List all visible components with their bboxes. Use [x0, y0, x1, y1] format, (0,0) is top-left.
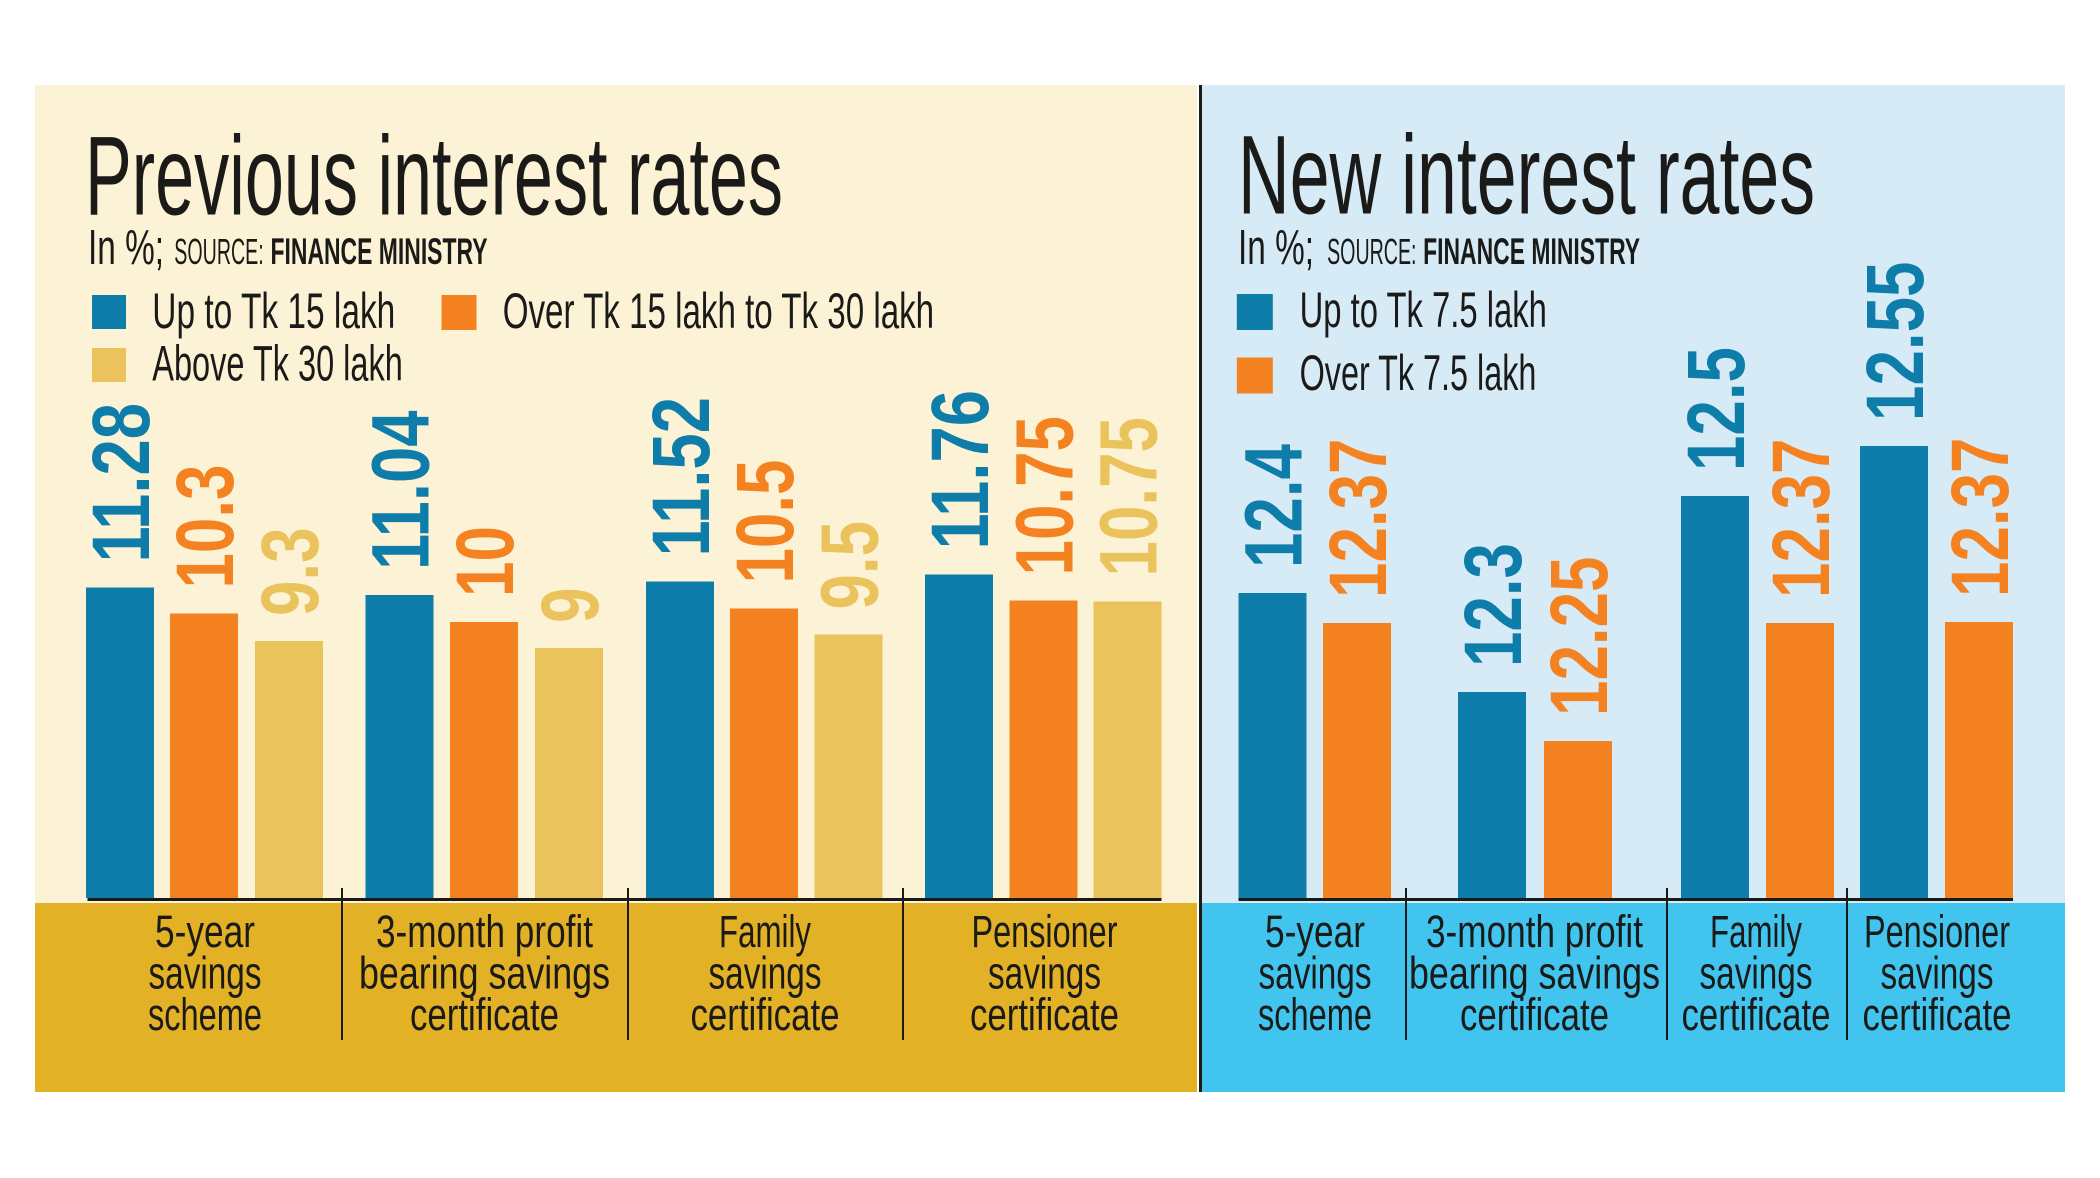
svg-text:certificate: certificate [1460, 989, 1609, 1040]
svg-text:Family: Family [1710, 906, 1802, 957]
svg-text:12.4: 12.4 [1229, 444, 1320, 568]
svg-text:scheme: scheme [1258, 989, 1372, 1040]
svg-text:Up to Tk 15 lakh: Up to Tk 15 lakh [152, 283, 395, 339]
svg-text:scheme: scheme [148, 989, 262, 1040]
svg-text:Previous interest rates: Previous interest rates [85, 114, 783, 239]
svg-text:9.5: 9.5 [805, 521, 896, 610]
svg-text:10: 10 [440, 526, 531, 597]
svg-text:certificate: certificate [410, 989, 559, 1040]
svg-text:10.3: 10.3 [160, 465, 251, 589]
svg-text:11.04: 11.04 [356, 410, 447, 570]
svg-text:9.3: 9.3 [245, 528, 336, 617]
svg-text:savings: savings [149, 948, 262, 999]
svg-text:12.37: 12.37 [1313, 439, 1404, 599]
svg-text:Family: Family [719, 906, 811, 957]
svg-text:10.5: 10.5 [720, 460, 811, 584]
svg-text:savings: savings [1259, 948, 1372, 999]
svg-text:SOURCE:: SOURCE: [174, 231, 263, 272]
svg-text:certificate: certificate [1682, 989, 1831, 1040]
svg-text:9: 9 [525, 588, 616, 624]
svg-text:Above Tk 30 lakh: Above Tk 30 lakh [152, 336, 402, 392]
svg-text:10.75: 10.75 [1000, 416, 1091, 576]
svg-text:11.76: 11.76 [915, 390, 1006, 550]
svg-text:12.55: 12.55 [1850, 262, 1941, 422]
svg-text:FINANCE MINISTRY: FINANCE MINISTRY [1423, 231, 1640, 272]
svg-text:New interest rates: New interest rates [1238, 113, 1815, 238]
svg-text:bearing savings: bearing savings [1409, 948, 1660, 999]
svg-text:Pensioner: Pensioner [1864, 906, 2010, 957]
svg-text:savings: savings [988, 948, 1101, 999]
svg-text:Over Tk 7.5 lakh: Over Tk 7.5 lakh [1300, 345, 1537, 401]
svg-text:12.25: 12.25 [1534, 557, 1625, 717]
svg-text:savings: savings [1881, 948, 1994, 999]
svg-text:11.28: 11.28 [76, 403, 167, 563]
svg-text:SOURCE:: SOURCE: [1327, 231, 1416, 272]
svg-text:3-month profit: 3-month profit [1426, 906, 1643, 957]
svg-text:12.37: 12.37 [1756, 439, 1847, 599]
svg-text:In %;: In %; [88, 221, 164, 275]
svg-text:12.37: 12.37 [1935, 438, 2026, 598]
svg-text:bearing savings: bearing savings [359, 948, 610, 999]
svg-text:In %;: In %; [1238, 221, 1314, 275]
svg-text:certificate: certificate [691, 989, 840, 1040]
svg-text:12.3: 12.3 [1448, 543, 1539, 667]
svg-text:Over Tk 15 lakh to Tk 30 lakh: Over Tk 15 lakh to Tk 30 lakh [503, 283, 934, 339]
svg-text:savings: savings [1700, 948, 1813, 999]
svg-text:11.52: 11.52 [636, 397, 727, 557]
svg-text:Up to Tk 7.5 lakh: Up to Tk 7.5 lakh [1300, 282, 1547, 338]
svg-text:certificate: certificate [970, 989, 1119, 1040]
svg-text:12.5: 12.5 [1671, 347, 1762, 471]
svg-text:Pensioner: Pensioner [972, 906, 1118, 957]
svg-text:10.75: 10.75 [1084, 417, 1175, 577]
svg-text:savings: savings [709, 948, 822, 999]
svg-text:3-month profit: 3-month profit [376, 906, 593, 957]
svg-text:5-year: 5-year [1265, 906, 1365, 957]
svg-text:certificate: certificate [1863, 989, 2012, 1040]
svg-text:5-year: 5-year [155, 906, 255, 957]
svg-text:FINANCE MINISTRY: FINANCE MINISTRY [271, 231, 488, 272]
